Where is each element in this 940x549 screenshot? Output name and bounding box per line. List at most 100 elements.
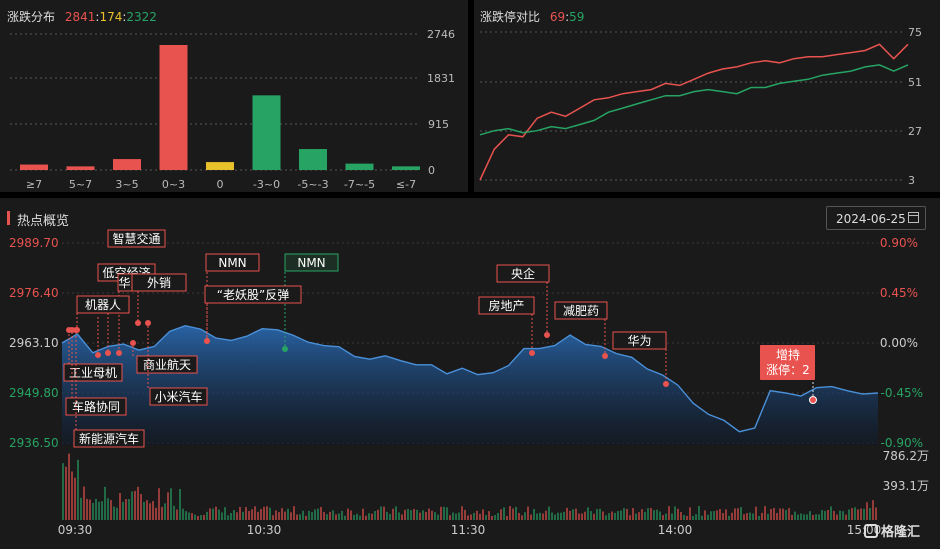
tag-box — [496, 264, 550, 283]
tag-marker — [95, 352, 101, 358]
flat-count: 174 — [99, 10, 123, 24]
topic-tag[interactable]: 新能源汽车 — [73, 327, 145, 448]
right-axis-labels: 0.90% 0.45% 0.00% -0.45% -0.90% — [880, 236, 923, 450]
tag-box — [554, 301, 608, 320]
y-tick: 915 — [428, 118, 449, 131]
tag-box — [136, 355, 198, 374]
topic-tag[interactable]: 外销 — [131, 273, 187, 326]
tag-marker — [544, 332, 550, 338]
y-axis-labels: 75 51 27 3 — [908, 26, 922, 187]
price-tick: 2949.80 — [9, 386, 59, 400]
distribution-title: 涨跌分布 — [7, 10, 56, 24]
tag-marker — [282, 346, 288, 352]
distribution-header: 涨跌分布 2841:174:2322 — [7, 8, 157, 25]
percent-tick: 0.00% — [880, 336, 918, 350]
bars — [20, 45, 420, 170]
topic-tag[interactable]: 减肥药 — [554, 301, 608, 359]
x-tick: -5~-3 — [297, 178, 328, 191]
distribution-panel — [0, 0, 468, 192]
bar[interactable] — [345, 163, 374, 170]
y-tick: 51 — [908, 76, 922, 89]
topic-tag[interactable]: 车路协同 — [65, 327, 127, 416]
down-count: 2322 — [126, 10, 157, 24]
x-tick: ≤-7 — [396, 178, 416, 191]
time-tick: 09:30 — [58, 523, 93, 537]
tag-box — [284, 253, 339, 272]
bar[interactable] — [113, 159, 141, 170]
price-tick: 2989.70 — [9, 236, 59, 250]
time-tick: 11:30 — [451, 523, 486, 537]
tag-marker — [130, 340, 136, 346]
tag-box — [65, 397, 127, 416]
up-count: 2841 — [64, 10, 96, 24]
gridlines — [10, 33, 420, 171]
bar[interactable] — [66, 166, 95, 170]
tag-box — [73, 429, 145, 448]
date-picker[interactable]: 2024-06-25 — [826, 206, 926, 230]
popup-topic: 增持 — [776, 347, 800, 362]
topic-tag[interactable]: NMN — [282, 253, 339, 352]
topic-tag[interactable]: 房地产 — [478, 296, 535, 356]
topic-tag[interactable]: 智慧交通 — [105, 229, 166, 356]
price-tick: 2936.50 — [9, 436, 59, 450]
bar[interactable] — [159, 45, 188, 170]
y-tick: 3 — [908, 174, 915, 187]
calendar-icon[interactable] — [908, 212, 919, 223]
limit-ratio-header: 涨跌停对比 69:59 — [480, 8, 584, 25]
tag-box — [131, 273, 187, 292]
tag-box — [149, 387, 208, 406]
topic-tag[interactable]: 机器人 — [74, 295, 130, 333]
limit-ratio-line-chart: 75 51 27 3 — [479, 26, 922, 187]
tag-label: NMN — [297, 256, 325, 270]
tag-box — [478, 296, 535, 315]
tag-box — [76, 295, 130, 314]
tag-marker — [105, 350, 111, 356]
volume-axis-labels: 786.2万 393.1万 — [883, 449, 929, 493]
title-accent — [7, 211, 10, 225]
limit-up-count: 69 — [549, 10, 566, 24]
y-tick: 0 — [428, 164, 435, 177]
tag-label: 小米汽车 — [154, 389, 202, 404]
y-tick: 75 — [908, 26, 922, 39]
tag-label: 房地产 — [488, 298, 524, 313]
topic-tag[interactable]: 小米汽车 — [145, 320, 208, 406]
bar[interactable] — [20, 164, 48, 170]
limit-up-line — [479, 43, 909, 181]
x-tick: 0~3 — [162, 178, 185, 191]
popup-limit-up: 涨停：2 — [766, 362, 810, 377]
tag-box — [63, 363, 123, 382]
hot-overview-chart: 2989.70 2976.40 2963.10 2949.80 2936.50 … — [9, 229, 929, 537]
tag-marker — [602, 353, 608, 359]
hover-point — [809, 396, 817, 404]
tag-box — [205, 253, 260, 272]
topic-tag[interactable]: 华为 — [612, 331, 669, 387]
separator: : — [565, 10, 570, 24]
tag-label: 外销 — [147, 276, 171, 290]
bar[interactable] — [392, 166, 420, 170]
topic-tag[interactable]: 央企 — [496, 264, 550, 338]
separator: : — [95, 10, 100, 24]
tag-label: 华为 — [627, 334, 651, 348]
bar[interactable] — [299, 149, 327, 170]
tag-marker — [145, 320, 151, 326]
popup-box — [760, 345, 815, 380]
bar[interactable] — [206, 162, 234, 170]
x-tick: ≥7 — [26, 178, 42, 191]
hot-overview-title[interactable]: 热点概览 — [17, 214, 70, 229]
tag-marker — [135, 320, 141, 326]
percent-tick: 0.45% — [880, 286, 918, 300]
tag-label: NMN — [218, 256, 246, 270]
bar[interactable] — [252, 95, 281, 170]
topic-tag[interactable]: “老妖股”反弹 — [204, 285, 302, 344]
price-tick: 2963.10 — [9, 336, 59, 350]
topic-tag[interactable]: 商业航天 — [130, 340, 198, 374]
limit-down-count: 59 — [569, 10, 585, 24]
time-tick: 14:00 — [658, 523, 693, 537]
x-tick: 0 — [217, 178, 224, 191]
tag-label: 智慧交通 — [112, 231, 160, 246]
logo-text: 格隆汇 — [881, 525, 921, 540]
y-tick: 2746 — [427, 28, 455, 41]
tag-marker — [73, 327, 79, 333]
tag-label: 机器人 — [85, 298, 121, 312]
